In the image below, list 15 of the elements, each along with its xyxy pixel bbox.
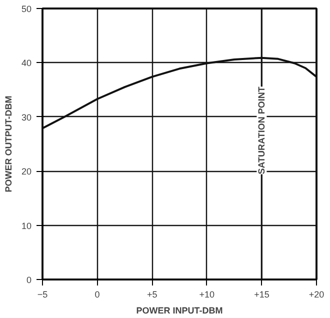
y-axis-title: POWER OUTPUT-DBM	[3, 96, 14, 192]
x-axis-title: POWER INPUT-DBM	[136, 306, 223, 316]
x-tick-label: +15	[254, 290, 270, 300]
x-tick-label: +5	[146, 290, 158, 300]
x-tick-label: −5	[37, 290, 48, 300]
y-tick-label: 10	[21, 220, 32, 231]
x-tick-label: +20	[308, 290, 324, 300]
x-tick-label: 0	[94, 290, 100, 300]
y-tick-label: 30	[21, 112, 32, 122]
ref-line-label: SATURATION POINT	[256, 86, 267, 174]
y-tick-label: 50	[21, 4, 32, 14]
y-tick-label: 0	[26, 275, 32, 285]
y-tick-label: 40	[21, 58, 32, 68]
x-tick-label: +10	[199, 290, 215, 300]
y-tick-label: 20	[21, 166, 32, 177]
